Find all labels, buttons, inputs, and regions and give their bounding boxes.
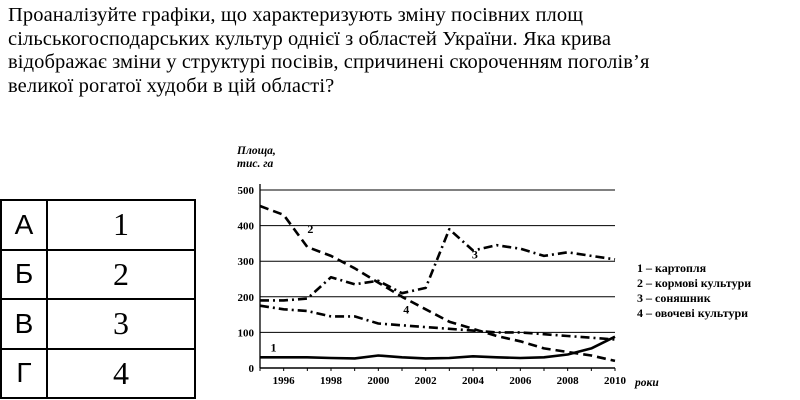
answer-letter[interactable]: Г	[0, 347, 48, 399]
curve-label-3: 3	[472, 248, 478, 262]
curve-label-4: 4	[403, 302, 409, 316]
y-axis-label: Площа,	[236, 145, 276, 157]
y-tick-label: 0	[249, 363, 255, 375]
y-axis-label: тис. га	[237, 158, 273, 170]
legend-item: 1 – картопля	[637, 261, 707, 275]
x-tick-label: 2000	[367, 375, 390, 387]
legend-item: 2 – кормові культури	[637, 276, 751, 290]
question-text: Проаналізуйте графіки, що характеризують…	[8, 4, 788, 98]
question-line: відображає зміни у структурі посівів, сп…	[8, 51, 650, 73]
series-line-4	[259, 304, 616, 341]
legend-item: 3 – соняшник	[637, 291, 711, 305]
question-line: сільськогосподарських культур однієї з о…	[8, 27, 612, 50]
answer-option-h[interactable]: Г 4	[0, 347, 196, 399]
y-tick-label: 400	[238, 221, 255, 233]
question-line: великої рогатої худоби в цій області?	[8, 74, 335, 97]
series-line-1	[260, 335, 616, 360]
curve-label-1: 1	[270, 340, 276, 354]
series-line-3	[260, 227, 616, 302]
answer-value[interactable]: 1	[46, 199, 196, 251]
answer-value[interactable]: 2	[46, 248, 196, 300]
x-tick-label: 2004	[462, 375, 485, 387]
x-tick-label: 1998	[320, 375, 343, 387]
x-tick-label: 2010	[604, 375, 627, 387]
x-tick-label: 1996	[273, 375, 296, 387]
answer-letter[interactable]: А	[0, 199, 48, 251]
y-tick-label: 100	[238, 327, 255, 339]
answer-option-a[interactable]: А 1	[0, 199, 196, 251]
legend-item: 4 – овочеві культури	[637, 306, 748, 320]
series-line-2	[259, 204, 616, 363]
answer-option-v[interactable]: В 3	[0, 298, 196, 350]
answer-value[interactable]: 4	[46, 347, 196, 399]
answer-letter[interactable]: Б	[0, 248, 48, 300]
x-tick-label: 2006	[509, 375, 532, 387]
y-tick-label: 200	[238, 292, 255, 304]
answer-option-b[interactable]: Б 2	[0, 248, 196, 300]
y-tick-label: 500	[238, 185, 255, 197]
curve-label-2: 2	[307, 222, 313, 236]
y-tick-label: 300	[238, 256, 255, 268]
answer-letter[interactable]: В	[0, 298, 48, 350]
x-tick-label: 2002	[415, 375, 438, 387]
answer-value[interactable]: 3	[46, 298, 196, 350]
x-axis-label: роки	[634, 377, 659, 389]
line-chart: Площа, тис. га 500 400 300 200 100 0 1996 1998…	[236, 145, 751, 389]
x-tick-label: 2008	[557, 375, 580, 387]
question-line: Проаналізуйте графіки, що характеризують…	[8, 4, 584, 26]
answer-table: А 1 Б 2 В 3 Г 4	[0, 199, 196, 399]
